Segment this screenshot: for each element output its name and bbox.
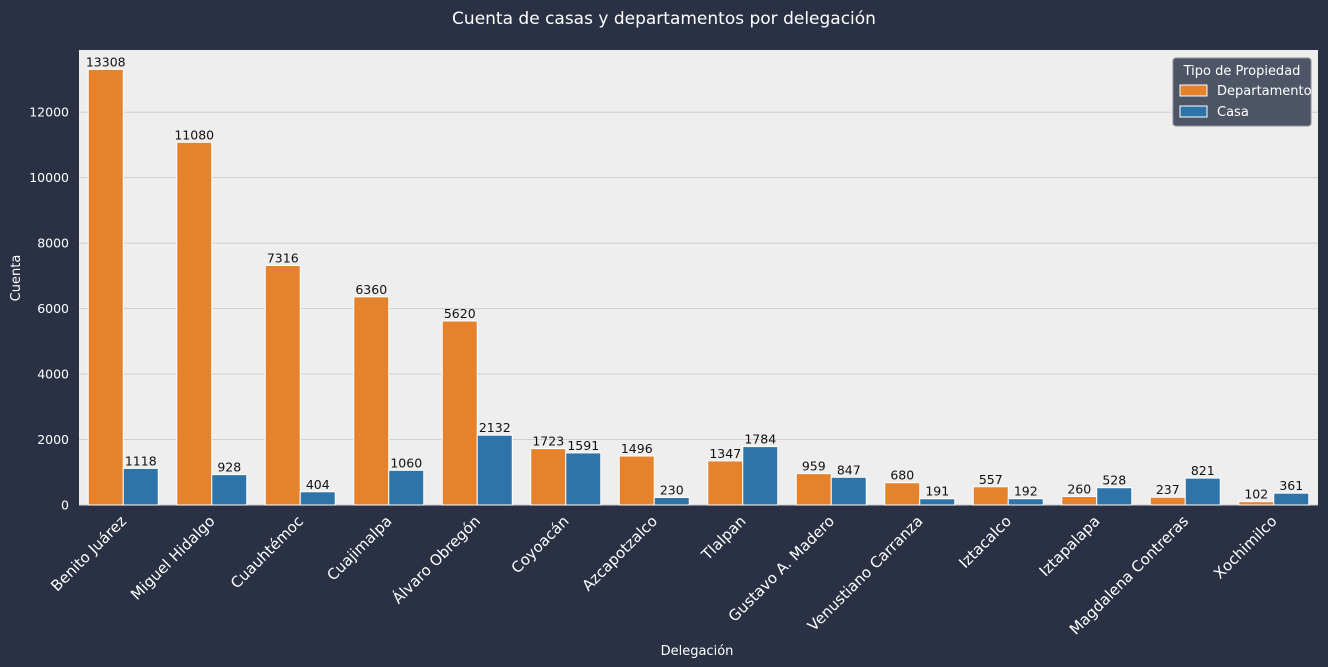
bar-value-label: 230 <box>660 482 684 497</box>
bar-departamento-iztapalapa <box>1061 495 1098 506</box>
legend-title: Tipo de Propiedad <box>1183 64 1301 79</box>
x-tick-label: Tlalpan <box>697 512 749 564</box>
x-tick-label: Iztapalapa <box>1036 512 1104 580</box>
bar-departamento-iztacalco <box>972 486 1009 506</box>
x-tick-label: Azcapotzalco <box>578 512 661 595</box>
bar-departamento-azcapotzalco <box>618 455 655 506</box>
bar-casa-azcapotzalco <box>653 496 690 506</box>
bar-casa-gustavo-a-madero <box>830 476 867 506</box>
bar-value-label: 528 <box>1102 473 1126 488</box>
bar-value-label: 1784 <box>744 432 776 447</box>
legend-label-casa: Casa <box>1217 105 1249 120</box>
bar-departamento-alvaro-obregon <box>441 320 478 506</box>
bar-value-label: 680 <box>890 468 914 483</box>
bar-value-label: 1060 <box>390 455 422 470</box>
bar-casa-coyoacan <box>565 452 602 506</box>
x-tick-label: Benito Juárez <box>47 512 130 595</box>
y-tick-label: 12000 <box>29 105 69 120</box>
bar-departamento-xochimilco <box>1238 501 1275 506</box>
bar-casa-xochimilco <box>1273 492 1310 506</box>
bar-departamento-gustavo-a-madero <box>795 473 832 506</box>
bar-value-label: 557 <box>979 472 1003 487</box>
bar-value-label: 1118 <box>125 453 157 468</box>
bar-casa-iztacalco <box>1007 498 1044 506</box>
x-tick-label: Coyoacán <box>508 512 573 577</box>
x-tick-label: Xochimilco <box>1210 512 1281 583</box>
bar-casa-alvaro-obregon <box>476 434 513 506</box>
chart-title: Cuenta de casas y departamentos por dele… <box>452 9 876 29</box>
bar-departamento-cuauhtemoc <box>264 265 301 506</box>
bar-departamento-coyoacan <box>530 448 567 506</box>
x-tick-label: Álvaro Obregón <box>388 511 484 607</box>
x-axis-label: Delegación <box>661 644 734 659</box>
x-tick-label: Cuauhtémoc <box>227 512 307 592</box>
bar-value-label: 1347 <box>709 446 741 461</box>
bar-casa-iztapalapa <box>1096 487 1133 506</box>
bar-departamento-tlalpan <box>707 460 744 506</box>
legend-swatch-departamento <box>1179 84 1208 97</box>
bar-casa-magdalena-contreras <box>1184 477 1221 506</box>
bar-value-label: 2132 <box>479 420 511 435</box>
bar-value-label: 1591 <box>567 438 599 453</box>
bar-value-label: 102 <box>1244 487 1268 502</box>
bar-departamento-venustiano-carranza <box>884 482 921 506</box>
bar-value-label: 191 <box>925 484 949 499</box>
bar-casa-miguel-hidalgo <box>211 474 248 506</box>
bar-casa-cuajimalpa <box>388 469 425 506</box>
y-tick-label: 2000 <box>37 432 69 447</box>
bar-departamento-miguel-hidalgo <box>176 141 213 506</box>
y-axis-label: Cuenta <box>9 255 24 302</box>
y-tick-label: 8000 <box>37 236 69 251</box>
bar-value-label: 13308 <box>86 54 126 69</box>
bar-value-label: 928 <box>217 460 241 475</box>
bar-value-label: 821 <box>1191 463 1215 478</box>
x-tick-label: Iztacalco <box>955 512 1015 572</box>
bar-value-label: 1496 <box>621 441 653 456</box>
y-axis: 0 2000 4000 6000 8000 10000 12000 <box>29 105 69 513</box>
bars <box>87 68 1310 506</box>
bar-departamento-cuajimalpa <box>353 296 390 506</box>
bar-value-label: 11080 <box>174 127 214 142</box>
legend-label-departamento: Departamento <box>1217 84 1312 99</box>
bar-departamento-magdalena-contreras <box>1149 496 1186 506</box>
x-tick-label: Miguel Hidalgo <box>127 512 218 603</box>
y-tick-label: 0 <box>61 498 69 513</box>
x-tick-label: Cuajimalpa <box>323 512 395 584</box>
bar-value-label: 959 <box>802 459 826 474</box>
y-tick-label: 6000 <box>37 301 69 316</box>
bar-value-label: 847 <box>837 462 861 477</box>
y-tick-label: 4000 <box>37 367 69 382</box>
bar-value-label: 404 <box>306 477 330 492</box>
y-tick-label: 10000 <box>29 170 69 185</box>
bar-value-label: 260 <box>1067 481 1091 496</box>
legend-swatch-casa <box>1179 105 1208 118</box>
bar-value-label: 7316 <box>267 251 299 266</box>
bar-departamento-benito-juarez <box>87 68 124 506</box>
bar-value-label: 192 <box>1014 484 1038 499</box>
legend: Tipo de Propiedad Departamento Casa <box>1172 57 1312 127</box>
bar-casa-benito-juarez <box>122 467 159 506</box>
bar-casa-tlalpan <box>742 446 779 506</box>
bar-value-label: 1723 <box>532 434 564 449</box>
bar-value-label: 361 <box>1279 478 1303 493</box>
bar-value-label: 237 <box>1156 482 1180 497</box>
bar-value-label: 6360 <box>355 282 387 297</box>
bar-value-labels: 13308 1118 11080 928 7316 404 6360 1060 5620 2132… <box>86 54 1303 501</box>
bar-value-label: 5620 <box>444 306 476 321</box>
bar-casa-venustiano-carranza <box>919 498 956 506</box>
bar-casa-cuauhtemoc <box>299 491 336 506</box>
